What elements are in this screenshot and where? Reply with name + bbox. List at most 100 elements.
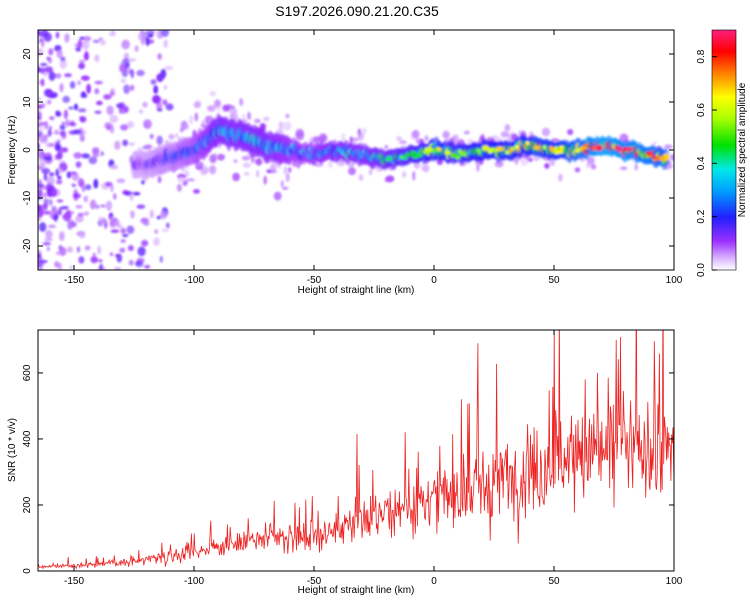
spectrogram-noise-blob [109,164,119,170]
spectrogram-hot-spot [487,149,493,154]
spectrogram-noise-blob [60,56,66,62]
x-tick-label: -50 [307,576,322,587]
colorbar-tick-label: 0.8 [696,49,707,63]
spectrogram-noise-blob [121,39,130,50]
spectrogram-noise-blob [40,63,48,66]
spectrogram-noise-blob [68,130,78,135]
spectrogram-noise-blob [130,210,135,219]
spectrogram-noise-blob [94,80,103,85]
spectrogram-noise-blob [233,159,238,163]
spectrogram-noise-blob [48,143,55,147]
spectrogram-noise-blob [48,48,54,56]
y-tick-label: 600 [22,364,33,381]
spectrogram-noise-blob [145,37,150,46]
spectrogram-noise-blob [533,157,540,161]
spectrogram-noise-blob [586,156,595,165]
spectrogram-noise-blob [206,105,216,112]
spectrogram-noise-blob [590,164,597,170]
spectrogram-hot-spot [645,151,652,156]
spectrogram-hot-spot [575,148,581,153]
spectrogram-noise-blob [57,112,62,117]
spectrogram-noise-blob [156,135,163,146]
spectrogram-noise-blob [241,155,251,161]
spectrogram-noise-blob [65,119,70,127]
spectrogram-noise-blob [109,114,119,123]
spectrogram-noise-blob [68,106,74,110]
spectrogram-noise-blob [78,59,86,64]
spectrogram-noise-blob [156,102,163,110]
spectrogram-noise-blob [75,204,83,209]
spectrogram-noise-blob [90,256,98,264]
spectrogram-noise-blob [64,33,70,43]
spectrogram-noise-blob [38,183,45,188]
spectrogram-noise-blob [255,158,263,166]
spectrogram-noise-blob [161,30,169,37]
spectrogram-hot-spot [399,155,404,160]
spectrogram-noise-blob [141,180,145,185]
x-tick-label: -100 [184,275,204,286]
spectrogram-noise-blob [73,103,79,111]
spectrogram-noise-blob [233,112,238,120]
spectrogram-noise-blob [504,124,511,132]
snr-y-ticks: 0 200 400 600 [22,364,674,574]
spectrogram-noise-blob [81,91,86,97]
spectrogram-noise-blob [104,122,113,129]
spectrogram-noise-blob [67,246,73,253]
spectrogram-noise-blob [75,215,84,223]
spectrogram-hot-spot [444,151,451,155]
spectrogram-noise-blob [43,192,47,199]
spectrogram-noise-blob [49,210,55,219]
spectrogram-noise-blob [100,39,106,46]
spectrogram-noise-blob [105,181,113,187]
snr-x-label: Height of straight line (km) [298,585,415,596]
spectrogram-hot-spot [504,150,510,155]
spectrogram-noise-blob [209,165,217,175]
spectrogram-noise-blob [159,211,168,220]
spectrogram-noise-blob [57,210,61,215]
y-tick-label: 0 [22,568,33,574]
spectrogram-noise-blob [163,39,168,48]
spectrogram-hot-spot [554,146,559,151]
spectrogram-noise-blob [109,252,114,257]
spectrogram-noise-blob [402,171,407,178]
spectrogram-noise-blob [442,130,450,139]
spectrogram-noise-blob [399,140,407,145]
spectrogram-noise-blob [146,30,155,36]
spectrogram-noise-blob [100,151,104,157]
spectrogram-hot-spot [542,145,547,150]
spectrogram-noise-blob [96,100,103,106]
spectrogram-noise-blob [99,263,104,270]
spectrogram-noise-blob [54,73,62,79]
spectrogram-noise-blob [114,266,122,270]
spectrogram-noise-blob [75,161,82,168]
spectrogram-noise-blob [217,153,225,161]
spectrogram-noise-blob [83,36,92,42]
spectrogram-hot-spot [559,145,564,150]
spectrogram-noise-blob [56,150,63,160]
spectrogram-noise-blob [476,163,480,172]
spectrogram-noise-blob [463,130,470,135]
x-tick-label: -50 [307,275,322,286]
spectrogram-noise-blob [38,110,42,121]
y-tick-label: 200 [22,496,33,513]
colorbar-tick-label: 0.6 [696,103,707,117]
spectrogram-noise-blob [454,134,459,142]
spectrogram-noise-blob [273,191,282,201]
spectrogram-hot-spot [410,150,417,155]
spectrogram-noise-blob [62,95,70,103]
spectrogram-noise-blob [92,39,100,44]
spectrogram-noise-blob [634,163,638,171]
spectrogram-noise-blob [63,109,68,120]
spectrogram-hot-spot [476,148,481,153]
spectrogram-noise-blob [156,73,164,82]
spectrogram-noise-blob [60,206,69,210]
spectrogram-noise-blob [179,127,185,133]
spectrogram-noise-blob [209,154,217,164]
spectrogram-noise-blob [128,259,134,266]
spectrogram-noise-blob [122,139,129,147]
spectrogram-noise-blob [126,225,135,234]
spectrogram-noise-blob [127,245,134,252]
spectrogram-noise-blob [94,88,100,95]
spectrogram-noise-blob [40,78,45,87]
